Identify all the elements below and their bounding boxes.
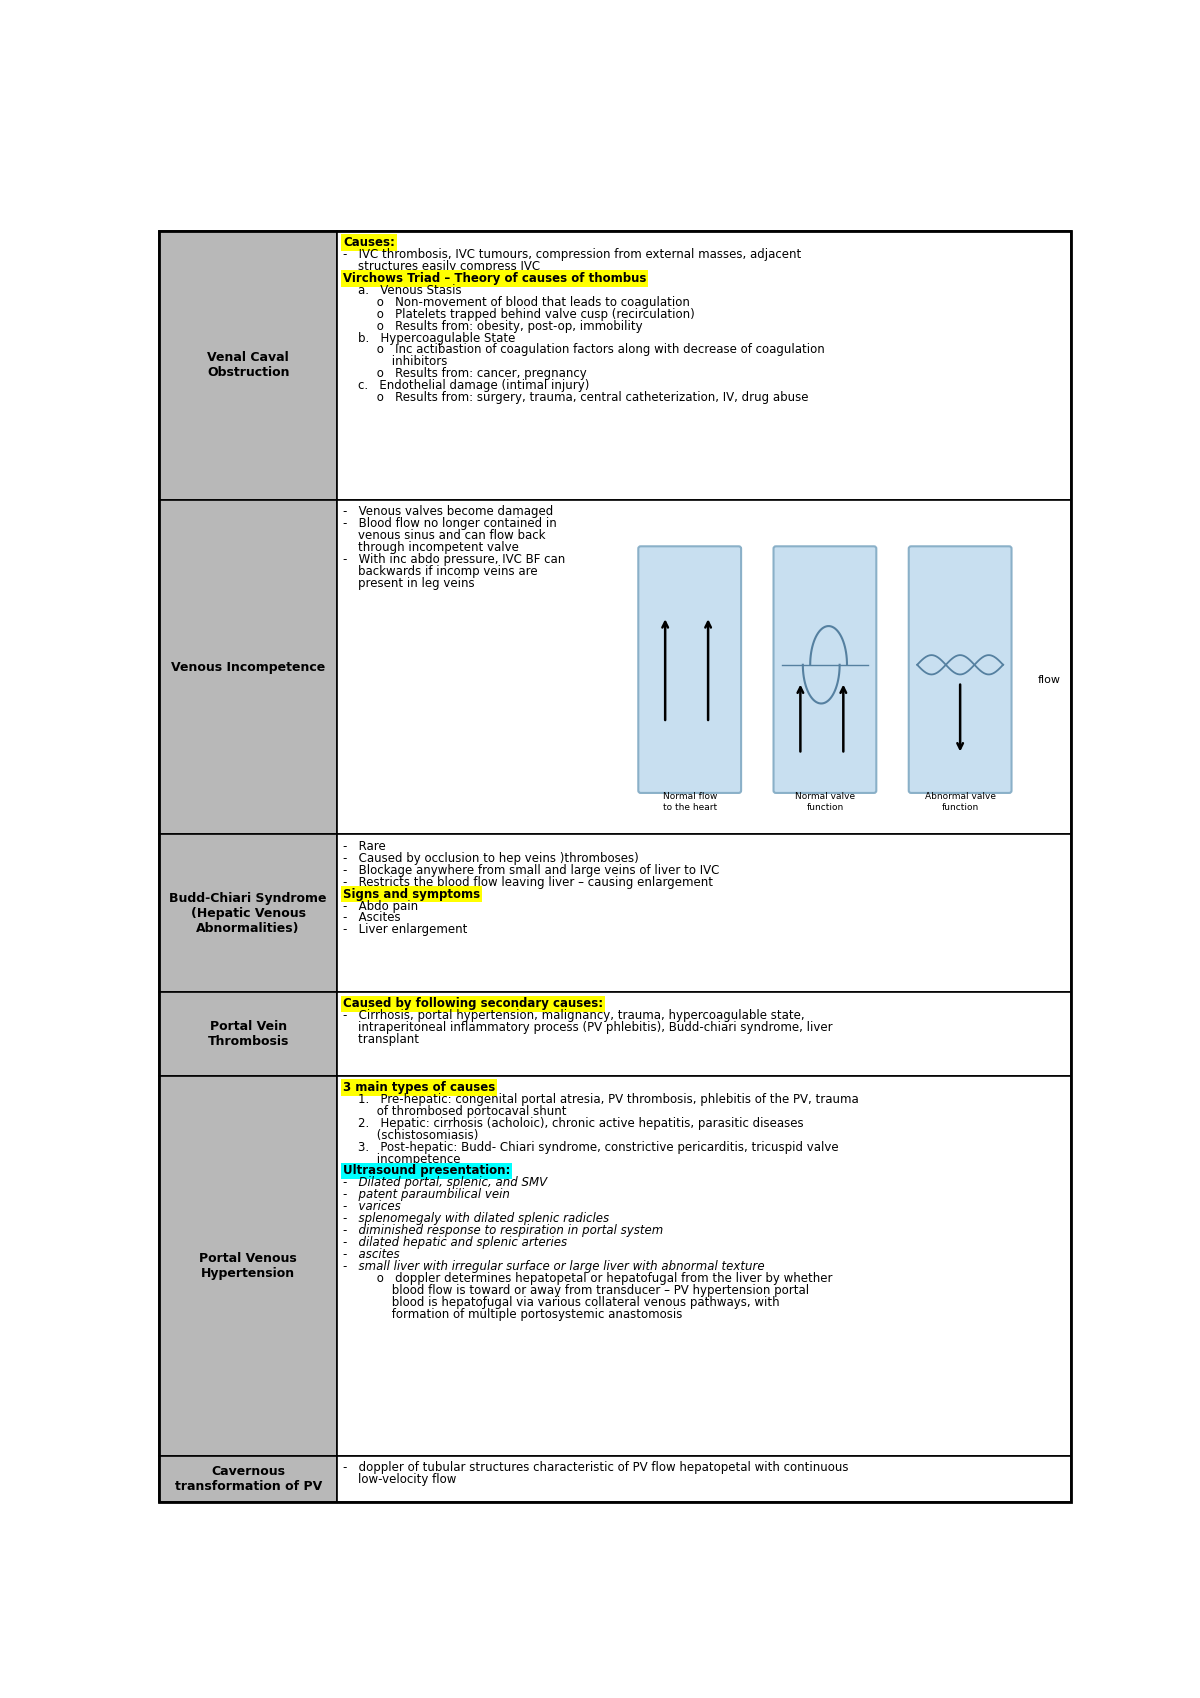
Text: Ultrasound presentation:: Ultrasound presentation: <box>343 1165 510 1177</box>
Text: -   Dilated portal, splenic, and SMV: - Dilated portal, splenic, and SMV <box>343 1177 547 1189</box>
Text: -   With inc abdo pressure, IVC BF can: - With inc abdo pressure, IVC BF can <box>343 552 565 565</box>
Text: (schistosomiasis): (schistosomiasis) <box>343 1129 479 1141</box>
Text: Budd-Chiari Syndrome
(Hepatic Venous
Abnormalities): Budd-Chiari Syndrome (Hepatic Venous Abn… <box>169 891 326 936</box>
Text: o   doppler determines hepatopetal or hepatofugal from the liver by whether: o doppler determines hepatopetal or hepa… <box>343 1272 833 1285</box>
Text: 1.   Pre-hepatic: congenital portal atresia, PV thrombosis, phlebitis of the PV,: 1. Pre-hepatic: congenital portal atresi… <box>343 1094 859 1105</box>
Text: -   splenomegaly with dilated splenic radicles: - splenomegaly with dilated splenic radi… <box>343 1212 610 1226</box>
Text: -   Rare: - Rare <box>343 841 386 852</box>
Text: through incompetent valve: through incompetent valve <box>343 540 520 554</box>
Text: formation of multiple portosystemic anastomosis: formation of multiple portosystemic anas… <box>343 1307 683 1321</box>
Text: inhibitors: inhibitors <box>343 355 448 368</box>
Text: o   Results from: surgery, trauma, central catheterization, IV, drug abuse: o Results from: surgery, trauma, central… <box>343 391 809 404</box>
Text: o   Results from: cancer, pregnancy: o Results from: cancer, pregnancy <box>343 367 587 380</box>
Text: 3.   Post-hepatic: Budd- Chiari syndrome, constrictive pericarditis, tricuspid v: 3. Post-hepatic: Budd- Chiari syndrome, … <box>343 1141 839 1153</box>
FancyBboxPatch shape <box>638 547 742 793</box>
Text: -   ascites: - ascites <box>343 1248 400 1262</box>
Text: -   small liver with irregular surface or large liver with abnormal texture: - small liver with irregular surface or … <box>343 1260 764 1274</box>
Text: backwards if incomp veins are: backwards if incomp veins are <box>343 565 538 577</box>
Text: Normal valve
function: Normal valve function <box>794 793 854 812</box>
Text: -   dilated hepatic and splenic arteries: - dilated hepatic and splenic arteries <box>343 1236 568 1250</box>
Bar <box>337 499 1070 834</box>
Bar <box>160 231 337 499</box>
Text: -   patent paraumbilical vein: - patent paraumbilical vein <box>343 1189 510 1200</box>
Text: low-velocity flow: low-velocity flow <box>343 1472 456 1486</box>
Text: Abnormal valve
function: Abnormal valve function <box>925 793 996 812</box>
Text: -   IVC thrombosis, IVC tumours, compression from external masses, adjacent: - IVC thrombosis, IVC tumours, compressi… <box>343 248 802 261</box>
Text: -   Caused by occlusion to hep veins )thromboses): - Caused by occlusion to hep veins )thro… <box>343 852 638 864</box>
Text: a.   Venous Stasis: a. Venous Stasis <box>343 284 462 297</box>
Text: -   Blockage anywhere from small and large veins of liver to IVC: - Blockage anywhere from small and large… <box>343 864 720 876</box>
Text: -   Blood flow no longer contained in: - Blood flow no longer contained in <box>343 516 557 530</box>
Text: structures easily compress IVC: structures easily compress IVC <box>343 260 540 273</box>
Text: Venal Caval
Obstruction: Venal Caval Obstruction <box>206 351 289 379</box>
Text: intraperitoneal inflammatory process (PV phlebitis), Budd-chiari syndrome, liver: intraperitoneal inflammatory process (PV… <box>343 1020 833 1034</box>
Text: Normal flow
to the heart: Normal flow to the heart <box>662 793 716 812</box>
Text: Venous Incompetence: Venous Incompetence <box>172 661 325 674</box>
Text: transplant: transplant <box>343 1034 419 1046</box>
Text: incompetence: incompetence <box>343 1153 461 1165</box>
Text: Causes:: Causes: <box>343 236 395 250</box>
Bar <box>160 992 337 1075</box>
Bar <box>337 834 1070 992</box>
Bar <box>160 1075 337 1455</box>
FancyBboxPatch shape <box>774 547 876 793</box>
Bar <box>337 1075 1070 1455</box>
Text: 3 main types of causes: 3 main types of causes <box>343 1082 496 1094</box>
Text: flow: flow <box>1038 674 1061 684</box>
Text: -   Venous valves become damaged: - Venous valves become damaged <box>343 504 553 518</box>
Text: -   Cirrhosis, portal hypertension, malignancy, trauma, hypercoagulable state,: - Cirrhosis, portal hypertension, malign… <box>343 1009 805 1022</box>
FancyBboxPatch shape <box>908 547 1012 793</box>
Text: b.   Hypercoagulable State: b. Hypercoagulable State <box>343 331 516 345</box>
Bar <box>337 1455 1070 1503</box>
Text: o   Platelets trapped behind valve cusp (recirculation): o Platelets trapped behind valve cusp (r… <box>343 307 695 321</box>
Bar <box>337 992 1070 1075</box>
Bar <box>160 834 337 992</box>
Bar <box>160 1455 337 1503</box>
Text: -   Abdo pain: - Abdo pain <box>343 900 419 912</box>
Text: present in leg veins: present in leg veins <box>343 577 475 589</box>
Text: -   Restricts the blood flow leaving liver – causing enlargement: - Restricts the blood flow leaving liver… <box>343 876 713 888</box>
Text: -   varices: - varices <box>343 1200 401 1214</box>
Text: -   doppler of tubular structures characteristic of PV flow hepatopetal with con: - doppler of tubular structures characte… <box>343 1460 848 1474</box>
Text: Virchows Triad – Theory of causes of thombus: Virchows Triad – Theory of causes of tho… <box>343 272 647 285</box>
Text: Portal Vein
Thrombosis: Portal Vein Thrombosis <box>208 1020 289 1048</box>
Text: o   Non-movement of blood that leads to coagulation: o Non-movement of blood that leads to co… <box>343 295 690 309</box>
Text: 2.   Hepatic: cirrhosis (acholoic), chronic active hepatitis, parasitic diseases: 2. Hepatic: cirrhosis (acholoic), chroni… <box>343 1117 804 1129</box>
Text: Cavernous
transformation of PV: Cavernous transformation of PV <box>174 1465 322 1493</box>
Text: Caused by following secondary causes:: Caused by following secondary causes: <box>343 997 604 1010</box>
Text: -   diminished response to respiration in portal system: - diminished response to respiration in … <box>343 1224 664 1238</box>
Text: -   Ascites: - Ascites <box>343 912 401 924</box>
Text: blood flow is toward or away from transducer – PV hypertension portal: blood flow is toward or away from transd… <box>343 1284 809 1297</box>
Text: o   Results from: obesity, post-op, immobility: o Results from: obesity, post-op, immobi… <box>343 319 643 333</box>
Text: blood is hepatoƒugal via various collateral venous pathways, with: blood is hepatoƒugal via various collate… <box>343 1296 780 1309</box>
Text: Signs and symptoms: Signs and symptoms <box>343 888 480 900</box>
Text: venous sinus and can flow back: venous sinus and can flow back <box>343 528 546 542</box>
Bar <box>160 499 337 834</box>
Text: Portal Venous
Hypertension: Portal Venous Hypertension <box>199 1251 298 1280</box>
Text: c.   Endothelial damage (intimal injury): c. Endothelial damage (intimal injury) <box>343 379 589 392</box>
Text: of thrombosed portocaval shunt: of thrombosed portocaval shunt <box>343 1105 566 1117</box>
Text: o   Inc actibastion of coagulation factors along with decrease of coagulation: o Inc actibastion of coagulation factors… <box>343 343 824 357</box>
Bar <box>337 231 1070 499</box>
Text: -   Liver enlargement: - Liver enlargement <box>343 924 468 936</box>
